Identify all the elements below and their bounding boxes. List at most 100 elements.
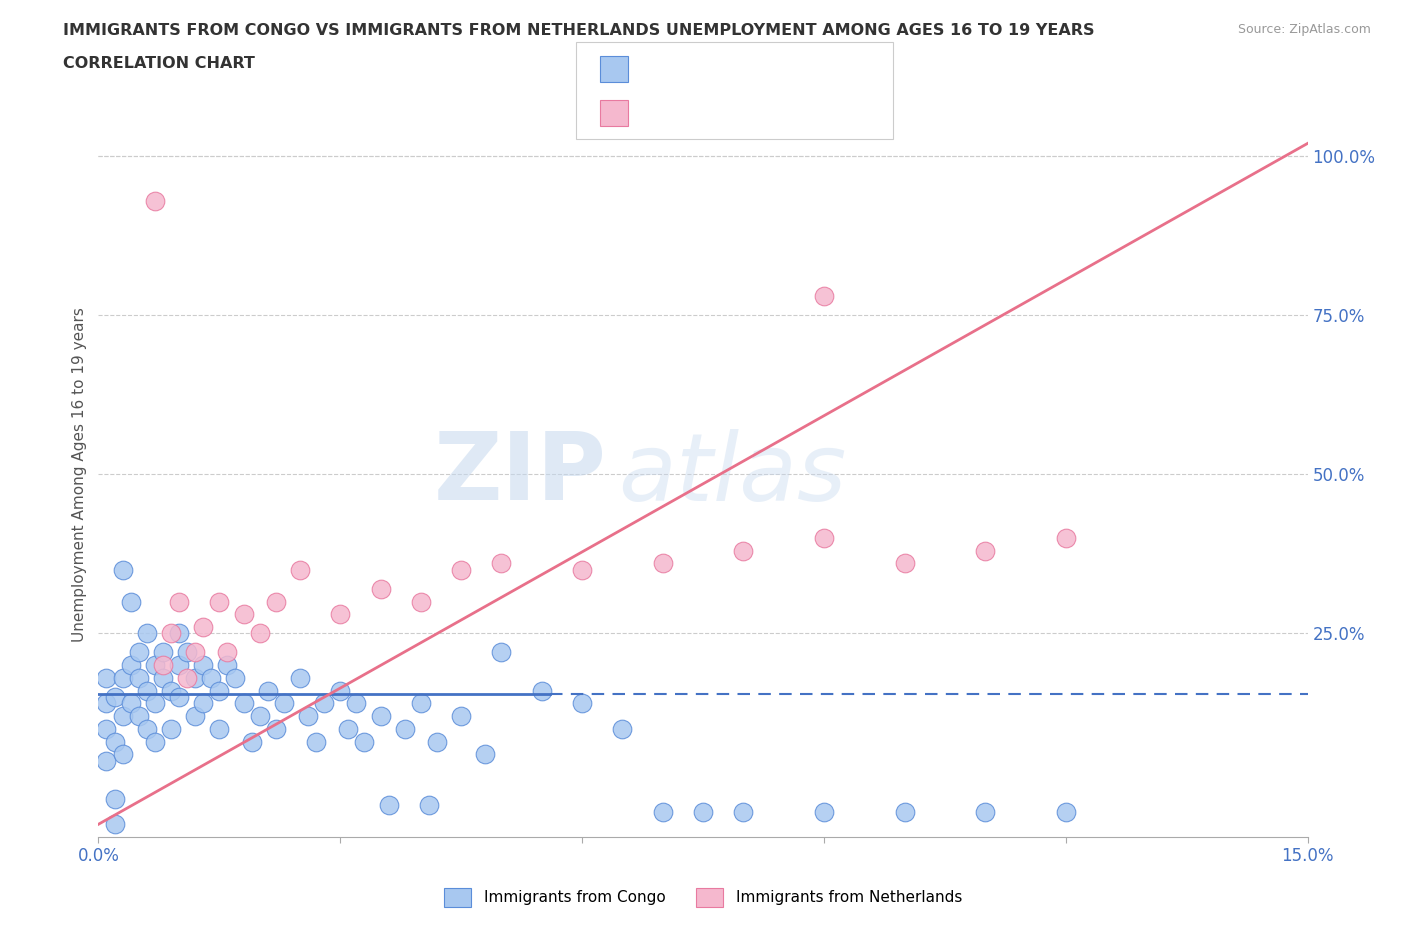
Text: 74: 74 bbox=[792, 61, 813, 76]
Point bbox=[305, 734, 328, 749]
Point bbox=[264, 594, 287, 609]
Point bbox=[893, 804, 915, 819]
Point bbox=[418, 798, 440, 813]
Point bbox=[651, 556, 673, 571]
Point bbox=[530, 684, 553, 698]
Point bbox=[135, 626, 157, 641]
Point bbox=[337, 722, 360, 737]
Point bbox=[329, 607, 352, 622]
Point bbox=[273, 696, 295, 711]
Point bbox=[135, 722, 157, 737]
Text: Source: ZipAtlas.com: Source: ZipAtlas.com bbox=[1237, 23, 1371, 36]
Text: R =: R = bbox=[640, 61, 673, 76]
Point bbox=[974, 804, 997, 819]
Point bbox=[143, 193, 166, 208]
Point bbox=[344, 696, 367, 711]
Text: -0.007: -0.007 bbox=[679, 61, 734, 76]
Point bbox=[450, 563, 472, 578]
Point bbox=[143, 696, 166, 711]
Point bbox=[370, 581, 392, 596]
Point bbox=[450, 709, 472, 724]
Point bbox=[96, 722, 118, 737]
Point bbox=[297, 709, 319, 724]
Point bbox=[128, 671, 150, 685]
Point bbox=[974, 543, 997, 558]
Point bbox=[193, 658, 215, 672]
Point bbox=[193, 696, 215, 711]
Text: 0.554: 0.554 bbox=[679, 105, 733, 120]
Point bbox=[167, 658, 190, 672]
Point bbox=[96, 753, 118, 768]
Point bbox=[224, 671, 246, 685]
Point bbox=[120, 594, 142, 609]
Point bbox=[111, 671, 134, 685]
Point bbox=[1054, 530, 1077, 545]
Point bbox=[692, 804, 714, 819]
Text: IMMIGRANTS FROM CONGO VS IMMIGRANTS FROM NETHERLANDS UNEMPLOYMENT AMONG AGES 16 : IMMIGRANTS FROM CONGO VS IMMIGRANTS FROM… bbox=[63, 23, 1095, 38]
Point bbox=[329, 684, 352, 698]
Point bbox=[184, 709, 207, 724]
Point bbox=[128, 645, 150, 660]
Point bbox=[256, 684, 278, 698]
Legend: Immigrants from Congo, Immigrants from Netherlands: Immigrants from Congo, Immigrants from N… bbox=[437, 882, 969, 912]
Point bbox=[394, 722, 416, 737]
Point bbox=[813, 530, 835, 545]
Point bbox=[143, 658, 166, 672]
Point bbox=[288, 563, 311, 578]
Point bbox=[426, 734, 449, 749]
Point bbox=[176, 671, 198, 685]
Point bbox=[249, 709, 271, 724]
Point bbox=[167, 594, 190, 609]
Text: ZIP: ZIP bbox=[433, 429, 606, 520]
Point bbox=[893, 556, 915, 571]
Point bbox=[217, 645, 239, 660]
Point bbox=[184, 645, 207, 660]
Point bbox=[193, 619, 215, 634]
Point bbox=[264, 722, 287, 737]
Point bbox=[208, 722, 231, 737]
Point bbox=[217, 658, 239, 672]
Point bbox=[491, 556, 513, 571]
Point bbox=[176, 645, 198, 660]
Y-axis label: Unemployment Among Ages 16 to 19 years: Unemployment Among Ages 16 to 19 years bbox=[72, 307, 87, 642]
Text: N =: N = bbox=[755, 61, 789, 76]
Point bbox=[120, 696, 142, 711]
Point bbox=[571, 696, 593, 711]
Point bbox=[160, 626, 183, 641]
Point bbox=[184, 671, 207, 685]
Point bbox=[288, 671, 311, 685]
Point bbox=[409, 594, 432, 609]
Point bbox=[96, 696, 118, 711]
Point bbox=[571, 563, 593, 578]
Text: N =: N = bbox=[755, 105, 789, 120]
Point bbox=[208, 684, 231, 698]
Point bbox=[152, 645, 174, 660]
Point bbox=[232, 607, 254, 622]
Point bbox=[120, 658, 142, 672]
Point bbox=[96, 671, 118, 685]
Point bbox=[370, 709, 392, 724]
Text: R =: R = bbox=[640, 105, 678, 120]
Point bbox=[249, 626, 271, 641]
Point bbox=[651, 804, 673, 819]
Point bbox=[111, 709, 134, 724]
Point bbox=[152, 671, 174, 685]
Point bbox=[474, 747, 496, 762]
Point bbox=[135, 684, 157, 698]
Point bbox=[208, 594, 231, 609]
Point bbox=[152, 658, 174, 672]
Point bbox=[167, 689, 190, 704]
Point bbox=[377, 798, 399, 813]
Point bbox=[314, 696, 336, 711]
Point bbox=[200, 671, 222, 685]
Point bbox=[733, 804, 755, 819]
Point bbox=[491, 645, 513, 660]
Point bbox=[409, 696, 432, 711]
Point bbox=[111, 747, 134, 762]
Point bbox=[160, 684, 183, 698]
Point bbox=[232, 696, 254, 711]
Point bbox=[103, 734, 125, 749]
Point bbox=[111, 563, 134, 578]
Point bbox=[813, 288, 835, 303]
Point bbox=[240, 734, 263, 749]
